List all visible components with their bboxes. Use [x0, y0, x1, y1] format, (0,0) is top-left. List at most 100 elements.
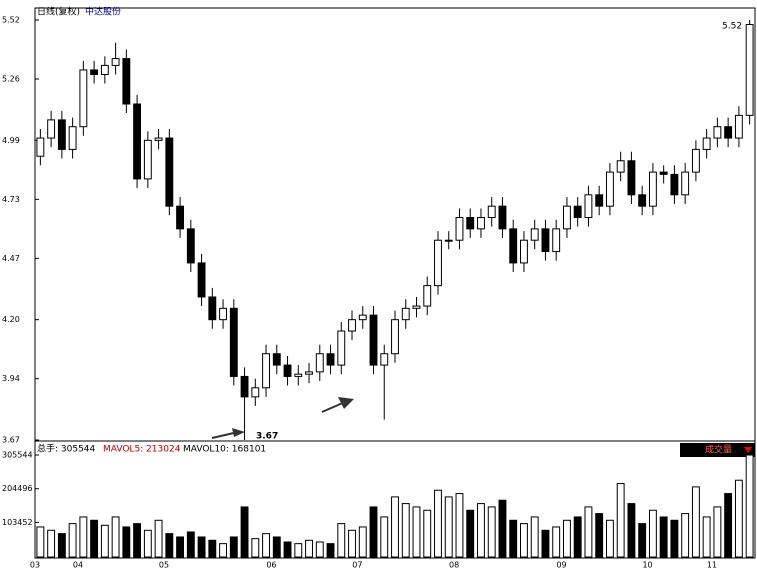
candle-body: [487, 205, 496, 219]
candle-body: [724, 126, 733, 139]
volume-bar: [262, 533, 270, 558]
arrow: [321, 401, 346, 413]
arrow-head: [338, 397, 354, 409]
volume-bar: [455, 493, 464, 558]
volume-bar: [627, 503, 636, 558]
x-tick-label: 08: [449, 561, 459, 570]
volume-bar: [208, 539, 217, 558]
y-tick-label: 204496: [2, 484, 33, 493]
volume-bar: [154, 519, 163, 558]
candle-body: [380, 353, 389, 366]
y-tick-label: 305544: [2, 451, 33, 460]
candle-body: [541, 228, 550, 253]
candle-body: [734, 114, 743, 139]
volume-bar: [348, 529, 356, 558]
candle-body: [79, 69, 88, 128]
candle-body: [240, 375, 249, 398]
candle-body: [401, 307, 410, 321]
volume-bar: [745, 454, 754, 558]
arrow-head: [232, 428, 245, 437]
candle-body: [509, 228, 518, 264]
volume-legend: 总手: 305544: [37, 443, 96, 455]
volume-bar: [229, 536, 238, 558]
x-tick-label: 06: [266, 561, 276, 570]
y-tick-label: 5.52: [2, 16, 20, 25]
indicator-button[interactable]: [680, 443, 755, 457]
volume-bar: [648, 509, 657, 558]
volume-bar: [197, 536, 206, 558]
x-tick-label: 10: [642, 561, 652, 570]
candle-body: [595, 194, 604, 207]
volume-bar: [595, 513, 604, 558]
candle-body: [229, 307, 238, 377]
candle-body: [283, 364, 292, 377]
volume-bar: [691, 486, 700, 558]
chart-title: 日线(复权): [37, 6, 80, 18]
candle-body: [154, 137, 163, 141]
volume-bar: [498, 499, 507, 558]
volume-bar: [477, 503, 485, 558]
volume-bar: [563, 519, 571, 558]
volume-bar: [315, 541, 324, 558]
candle-body: [100, 64, 109, 75]
candle-body: [122, 58, 131, 105]
candle-body: [358, 314, 367, 321]
volume-bar: [337, 523, 346, 558]
low-annotation: 3.67: [256, 432, 278, 442]
candle-body: [713, 126, 722, 139]
volume-bar: [111, 516, 120, 558]
volume-bar: [240, 506, 249, 558]
candle-body: [391, 319, 399, 355]
candle-body: [648, 171, 657, 207]
candle-body: [530, 228, 539, 241]
candle-body: [498, 205, 507, 230]
candle-body: [176, 205, 185, 230]
volume-legend: MAVOL10: 168101: [183, 445, 266, 455]
x-tick-label: 04: [73, 561, 83, 570]
candle-body: [315, 353, 324, 373]
candle-body: [659, 171, 668, 175]
candle-body: [47, 119, 56, 139]
volume-bar: [90, 519, 99, 558]
dropdown-icon[interactable]: [744, 447, 752, 453]
volume-bar: [391, 496, 399, 558]
indicator-button-label[interactable]: 成交量: [705, 444, 732, 456]
candle-body: [702, 137, 711, 150]
candle-body: [326, 353, 335, 366]
volume-bar: [573, 516, 582, 558]
volume-bar: [552, 526, 561, 558]
candle-body: [208, 296, 217, 321]
volume-bar: [509, 519, 518, 558]
candle-body: [627, 160, 636, 196]
candle-body: [745, 24, 754, 116]
candle-body: [57, 119, 66, 150]
candle-body: [337, 330, 346, 366]
volume-bar: [176, 536, 185, 558]
candle-body: [111, 58, 120, 66]
y-tick-label: 4.73: [2, 195, 20, 204]
volume-bar: [133, 523, 142, 558]
volume-bar: [57, 533, 66, 558]
volume-bar: [219, 543, 227, 558]
price-panel: [34, 7, 756, 442]
volume-bar: [186, 531, 195, 558]
candle-body: [681, 171, 690, 196]
candle-body: [520, 239, 528, 264]
y-tick-label: 4.20: [2, 315, 20, 324]
volume-bar: [294, 543, 303, 558]
y-tick-label: 5.26: [2, 75, 20, 84]
candle-body: [197, 262, 206, 298]
candle-body: [670, 173, 679, 196]
candle-body: [573, 205, 582, 219]
x-tick-label: 07: [352, 561, 362, 570]
candle-body: [369, 314, 378, 366]
volume-bar: [68, 523, 77, 558]
volume-bar: [681, 513, 690, 558]
volume-bar: [47, 529, 56, 558]
volume-bar: [541, 529, 550, 558]
candle-body: [605, 171, 614, 207]
candle-body: [616, 160, 625, 173]
volume-bar: [251, 538, 260, 558]
candle-body: [434, 239, 442, 287]
volume-bar: [79, 516, 88, 558]
